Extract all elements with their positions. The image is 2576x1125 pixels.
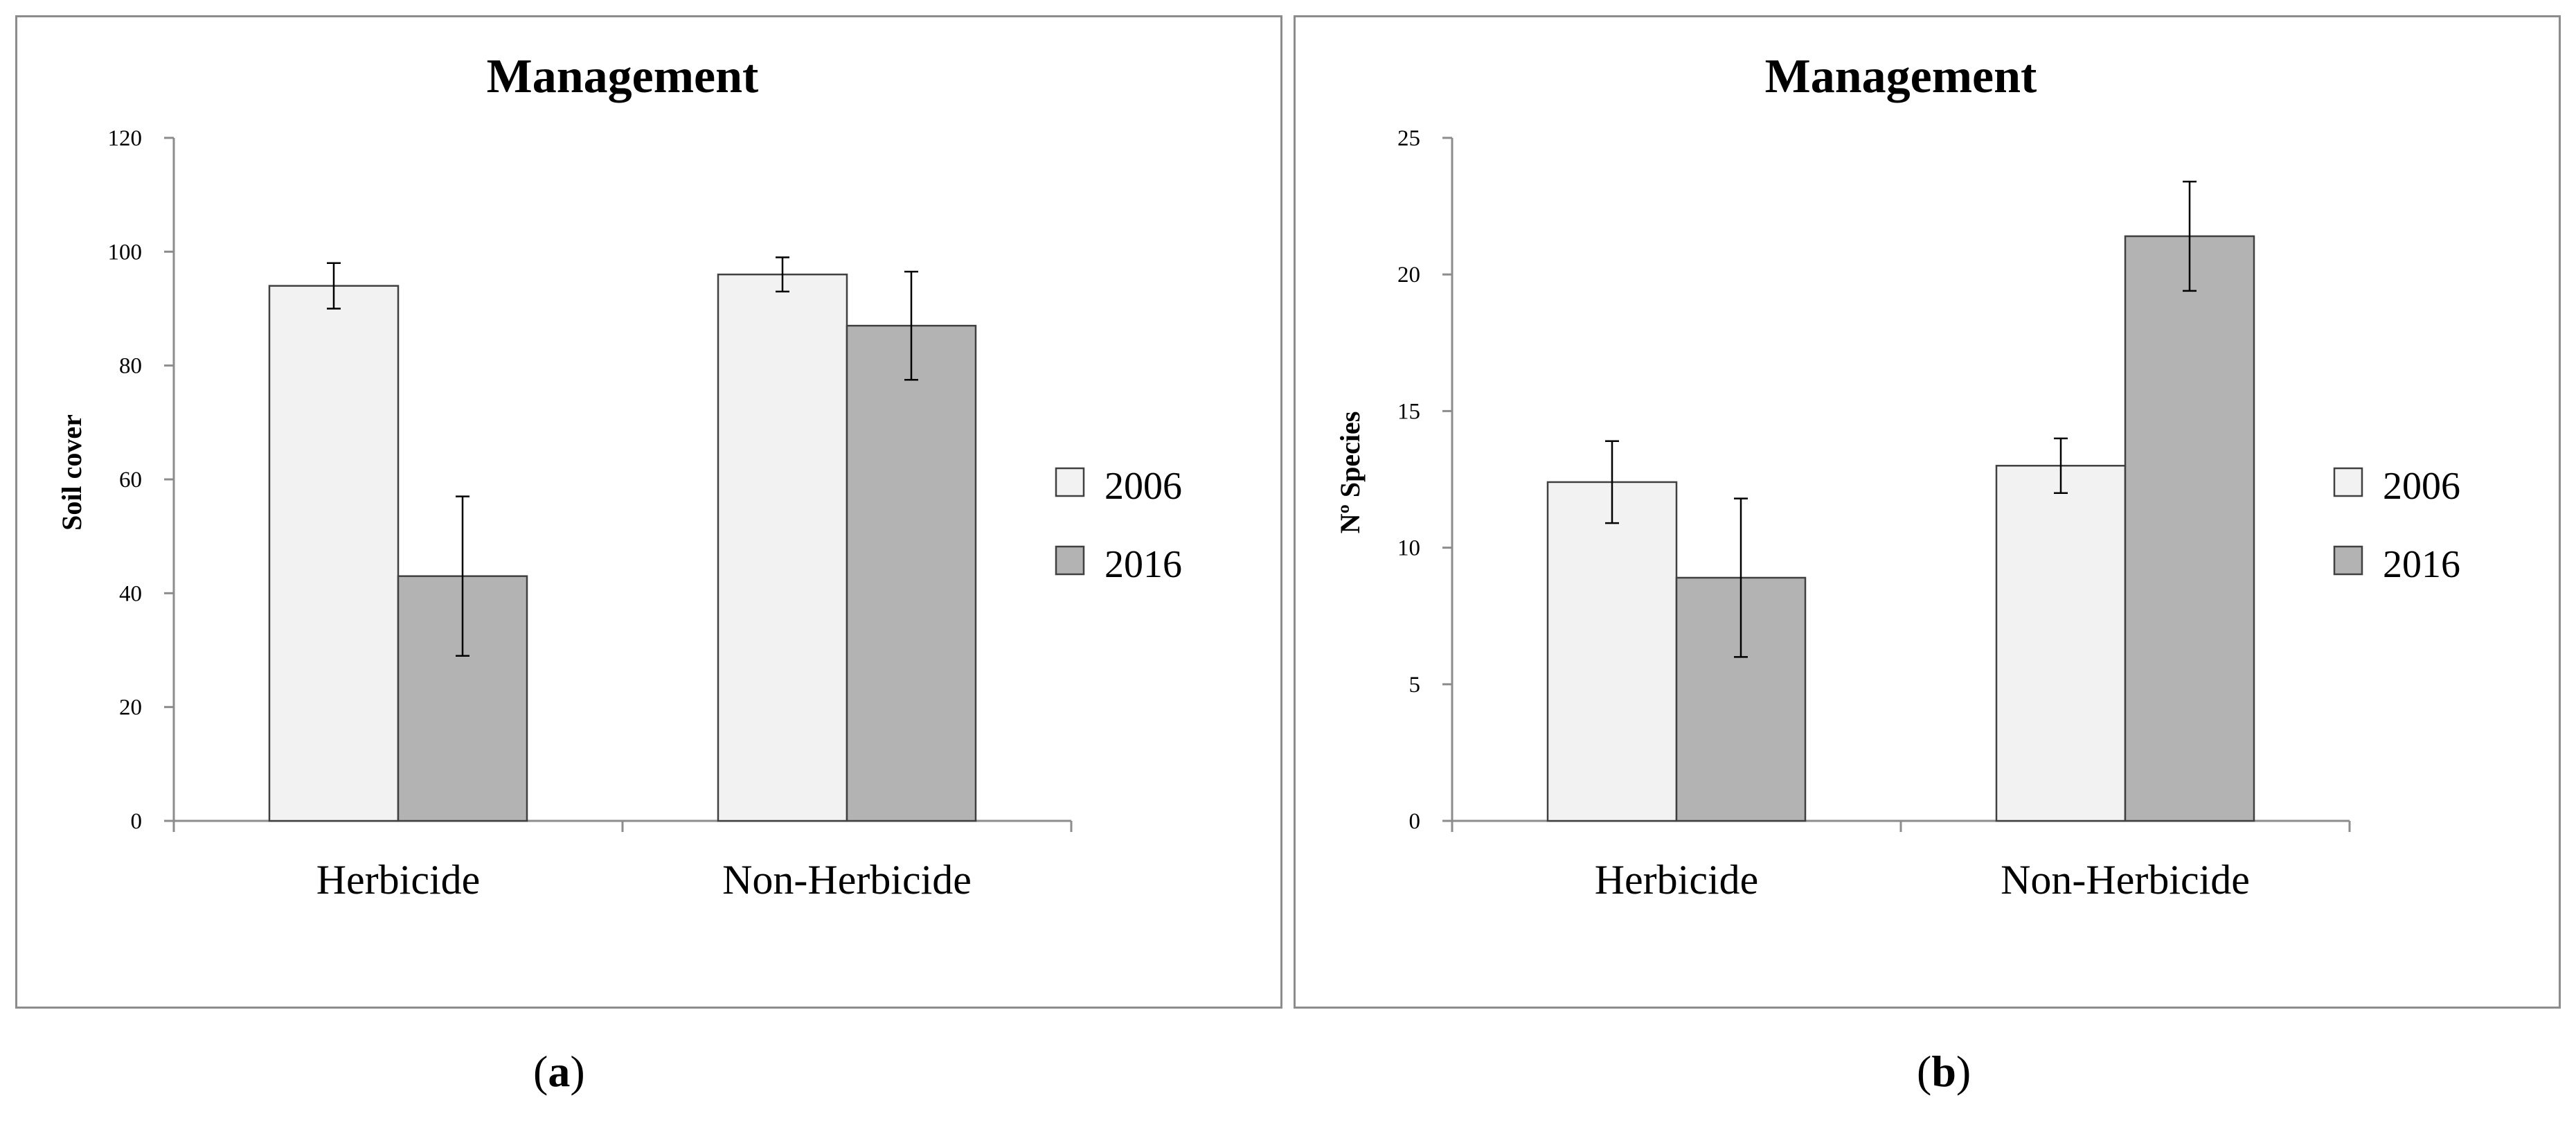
- chart-a-svg: Management 0 20 40 60 80 100 120 Soil cover Herbi…: [56, 50, 1182, 903]
- chart-a-legend-label-2016: 2016: [1104, 543, 1182, 586]
- chart-a-legend-swatch-2016: [1055, 545, 1085, 576]
- chart-a-y-tick-label: 0: [131, 809, 143, 834]
- chart-a-y-tick-label: 20: [119, 696, 142, 720]
- chart-a-category-label: Non-Herbicide: [722, 857, 972, 903]
- chart-a-legend-swatch-2006: [1055, 467, 1085, 497]
- chart-b-bar-2016-1: [2124, 235, 2255, 822]
- chart-a-category-label: Herbicide: [316, 857, 481, 903]
- chart-b-y-tick-label: 25: [1397, 126, 1420, 151]
- chart-b-svg: Management 0 5 10 15 20 25 Nº Species Herbicide N…: [1334, 50, 2460, 903]
- chart-a-y-tick-label: 80: [119, 354, 142, 379]
- chart-b-category-label: Herbicide: [1595, 857, 1759, 903]
- chart-b-bar-2006-1: [1995, 465, 2127, 822]
- chart-b-y-tick-label: 10: [1397, 536, 1420, 561]
- chart-a-bar-2006-0: [268, 285, 400, 822]
- chart-a-y-tick-label: 60: [119, 468, 142, 493]
- chart-b-y-tick-label: 5: [1409, 673, 1421, 698]
- chart-a-y-tick-label: 40: [119, 581, 142, 606]
- chart-b-legend-swatch-2006: [2333, 467, 2363, 497]
- chart-a-y-tick-label: 100: [108, 240, 143, 265]
- chart-b-title: Management: [1765, 50, 2037, 103]
- chart-b-legend-swatch-2016: [2333, 545, 2363, 576]
- chart-b-legend-label-2016: 2016: [2383, 543, 2460, 586]
- caption-a: (a): [533, 1047, 585, 1096]
- caption-b: (b): [1917, 1047, 1971, 1096]
- chart-b-bar-2006-0: [1546, 481, 1678, 822]
- chart-b-legend-label-2006: 2006: [2383, 465, 2460, 508]
- chart-b-y-tick-label: 0: [1409, 809, 1421, 834]
- chart-b-y-label: Nº Species: [1334, 411, 1366, 534]
- chart-a-title: Management: [487, 50, 759, 103]
- chart-a-y-label: Soil cover: [56, 414, 87, 531]
- chart-a-legend-label-2006: 2006: [1104, 465, 1182, 508]
- chart-a-bar-2016-1: [846, 324, 977, 822]
- chart-a-bar-2006-1: [717, 273, 848, 822]
- chart-b-y-tick-label: 20: [1397, 263, 1420, 287]
- chart-b-y-tick-label: 15: [1397, 399, 1420, 424]
- chart-b-category-label: Non-Herbicide: [2001, 857, 2250, 903]
- chart-panel-a: Management 0 20 40 60 80 100 120 Soil cover Herbi…: [15, 15, 1282, 1009]
- chart-panel-b: Management 0 5 10 15 20 25 Nº Species Herbicide N…: [1294, 15, 2561, 1009]
- chart-a-y-tick-label: 120: [108, 126, 143, 151]
